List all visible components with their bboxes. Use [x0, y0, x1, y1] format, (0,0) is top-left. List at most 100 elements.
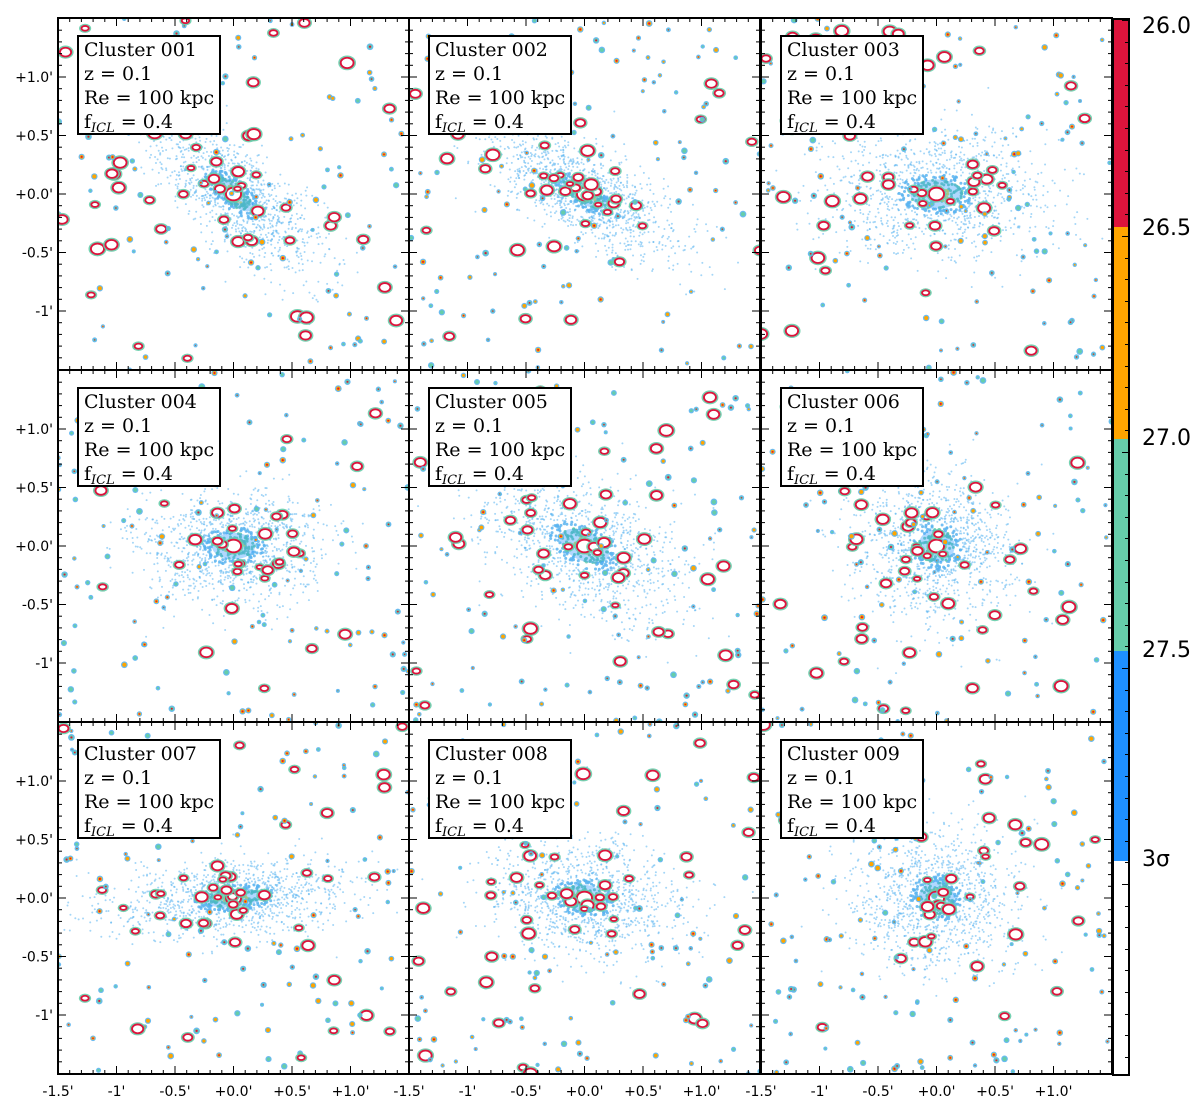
redshift-label: z = 0.1 — [84, 767, 152, 789]
colorbar-tick — [1125, 128, 1130, 129]
galaxy-sources — [409, 18, 760, 370]
effective-radius-label: Re = 100 kpc — [787, 791, 917, 813]
colorbar-tick — [1125, 322, 1130, 324]
colorbar-tick — [1125, 603, 1130, 605]
colorbar-tick — [1125, 581, 1130, 583]
axis-tick-labels: +1.0' +0.5' +0.0' -0.5' -1' +1.0' +0.5' +0.0' -0… — [15, 70, 1072, 1100]
ficl-label: fICL = 0.4 — [787, 815, 876, 840]
colorbar-tick — [1125, 840, 1130, 842]
colorbar-tick — [1125, 257, 1130, 259]
colorbar-tick — [1125, 1035, 1130, 1037]
y-tick-label: +1.0' — [15, 422, 53, 438]
panel-grid — [58, 18, 1112, 1074]
colorbar-tick — [1125, 948, 1130, 950]
colorbar-tick — [1125, 41, 1130, 43]
x-tick-label: +0.0' — [918, 1084, 956, 1100]
y-tick-label: -1' — [35, 1008, 53, 1024]
colorbar-tick — [1125, 905, 1130, 907]
colorbar-tick — [1125, 192, 1130, 194]
cluster-id: Cluster 007 — [84, 743, 197, 765]
colorbar-tick — [1125, 689, 1130, 691]
colorbar-tick — [1125, 538, 1130, 540]
effective-radius-label: Re = 100 kpc — [84, 87, 214, 109]
y-tick-label: +0.5' — [15, 129, 53, 145]
x-tick-label: -1.5' — [745, 1084, 776, 1100]
cluster-id: Cluster 008 — [435, 743, 548, 765]
y-tick-label: +0.0' — [15, 891, 53, 907]
colorbar-tick — [1125, 732, 1130, 734]
x-tick-label: +0.0' — [215, 1084, 253, 1100]
x-tick-label: -1' — [459, 1084, 477, 1100]
cluster-id: Cluster 002 — [435, 39, 548, 61]
colorbar-tick — [1125, 214, 1130, 216]
colorbar-label-27-0: 27.0 — [1142, 426, 1191, 451]
cluster-id: Cluster 009 — [787, 743, 900, 765]
y-tick-label: +0.0' — [15, 539, 53, 555]
redshift-label: z = 0.1 — [435, 415, 503, 437]
y-tick-label: +0.5' — [15, 481, 53, 497]
colorbar-label-27-5: 27.5 — [1142, 638, 1191, 663]
y-tick-label: +1.0' — [15, 70, 53, 86]
ficl-label: fICL = 0.4 — [435, 463, 524, 488]
colorbar-tick — [1125, 387, 1130, 389]
colorbar-tick — [1122, 668, 1130, 669]
colorbar-tick — [1125, 516, 1130, 518]
colorbar-tick — [1125, 1056, 1130, 1058]
colorbar-tick — [1125, 646, 1130, 648]
y-tick-label: -1' — [35, 304, 53, 320]
colorbar-tick — [1125, 430, 1130, 432]
x-tick-label: -1.5' — [393, 1084, 424, 1100]
x-tick-label: +0.5' — [976, 1084, 1014, 1100]
effective-radius-label: Re = 100 kpc — [435, 791, 565, 813]
y-tick-label: +0.0' — [15, 187, 53, 203]
colorbar-segment-red — [1114, 20, 1128, 227]
cluster-id: Cluster 004 — [84, 391, 197, 413]
cluster-id: Cluster 005 — [435, 391, 548, 413]
cluster-id: Cluster 001 — [84, 39, 197, 61]
colorbar-tick — [1122, 236, 1130, 237]
x-tick-label: +1.0' — [1035, 1084, 1073, 1100]
x-tick-label: -0.5' — [159, 1084, 190, 1100]
colorbar-segment-white — [1114, 861, 1128, 1074]
colorbar-tick — [1125, 365, 1130, 367]
colorbar-tick — [1125, 1013, 1130, 1015]
colorbar-tick — [1125, 560, 1130, 561]
effective-radius-label: Re = 100 kpc — [435, 87, 565, 109]
x-tick-label: +1.0' — [332, 1084, 370, 1100]
colorbar-tick — [1125, 408, 1130, 410]
y-tick-label: +0.5' — [15, 833, 53, 849]
colorbar-tick — [1125, 84, 1130, 86]
colorbar-label-3sigma: 3σ — [1142, 847, 1170, 872]
ficl-label: fICL = 0.4 — [787, 111, 876, 136]
galaxy-sources — [58, 722, 409, 1073]
x-tick-label: +0.5' — [624, 1084, 662, 1100]
colorbar — [1112, 18, 1130, 1076]
colorbar-tick — [1125, 754, 1130, 756]
redshift-label: z = 0.1 — [84, 415, 152, 437]
colorbar-tick — [1125, 63, 1130, 65]
y-tick-label: -0.5' — [22, 246, 53, 262]
effective-radius-label: Re = 100 kpc — [435, 439, 565, 461]
x-tick-label: +0.0' — [566, 1084, 604, 1100]
colorbar-label-26-5: 26.5 — [1142, 216, 1191, 241]
colorbar-tick — [1125, 149, 1130, 151]
ficl-label: fICL = 0.4 — [435, 815, 524, 840]
colorbar-segment-green — [1114, 439, 1128, 651]
colorbar-tick — [1125, 776, 1130, 777]
redshift-label: z = 0.1 — [435, 63, 503, 85]
colorbar-tick — [1125, 473, 1130, 475]
colorbar-tick — [1125, 344, 1130, 345]
colorbar-tick — [1125, 495, 1130, 497]
cluster-id: Cluster 003 — [787, 39, 900, 61]
colorbar-tick — [1125, 171, 1130, 173]
redshift-label: z = 0.1 — [787, 767, 855, 789]
effective-radius-label: Re = 100 kpc — [84, 791, 214, 813]
